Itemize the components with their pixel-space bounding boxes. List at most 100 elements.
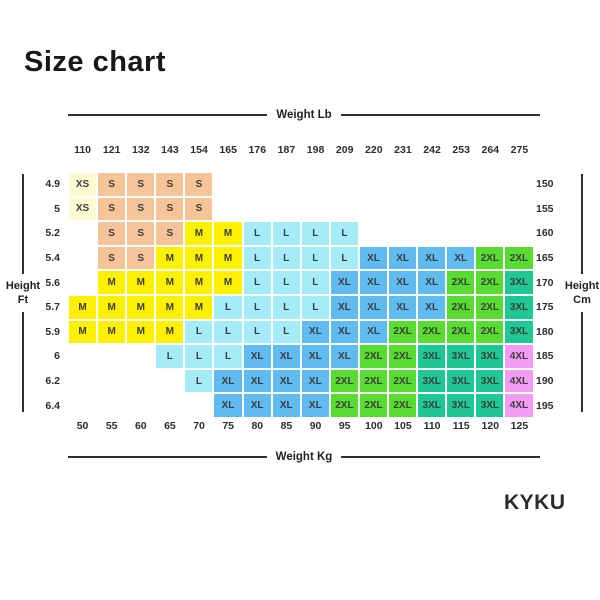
size-cell-empty [475,172,504,197]
size-cell: L [300,270,330,295]
size-cell-empty [213,197,242,222]
size-cell-empty [68,221,97,246]
weight-kg-tick: 50 [76,420,89,432]
size-cell: XL [417,245,447,271]
size-cell: 3XL [504,294,534,320]
size-cell: 4XL [504,368,534,394]
size-cell: XL [358,245,389,271]
size-cell: XL [271,344,301,369]
weight-lb-rule-left [68,114,268,116]
size-cell: 3XL [417,344,447,369]
weight-kg-tick: 80 [251,420,264,432]
size-cell: M [126,270,156,295]
size-cell: XL [300,319,330,345]
size-cell: 2XL [446,270,476,295]
size-cell: XL [242,368,272,394]
height-cm-tick: 170 [536,276,554,289]
size-cell: L [271,245,301,271]
height-cm-tick: 195 [536,399,554,412]
weight-kg-rule-right [341,456,540,458]
weight-lb-tick: 132 [132,144,150,156]
size-cell: S [97,245,127,271]
size-cell-empty [417,221,446,246]
size-cell-empty [446,221,475,246]
height-cm-label: Height Cm [564,279,600,306]
size-cell: 2XL [388,344,418,369]
weight-kg-tick: 90 [309,420,322,432]
size-cell: 2XL [329,393,359,418]
size-cell-empty [359,221,388,246]
height-ft-tick: 5.4 [45,252,60,265]
weight-lb-rule-right [340,114,540,116]
size-cell: M [68,294,98,320]
weight-kg-rule-left [68,456,267,458]
weight-lb-ticks: 110 121 132 143 154 165 176 187 198 209 220 231 242 2… [68,144,534,156]
size-cell-empty [330,197,359,222]
size-cell-empty [243,197,272,222]
size-cell-empty [68,270,97,295]
size-cell: S [155,172,185,197]
size-cell: M [97,294,127,320]
size-cell: L [271,270,301,295]
size-cell: XL [271,368,301,394]
size-cell: S [126,196,156,222]
size-cell: M [213,221,243,246]
height-cm-tick: 180 [536,325,554,338]
size-cell: XL [329,294,359,320]
size-cell-empty [359,197,388,222]
size-cell-empty [155,393,184,418]
size-cell: S [155,221,185,246]
size-cell-empty [272,197,301,222]
size-cell: 3XL [504,319,534,345]
size-cell: M [155,294,185,320]
weight-lb-tick: 110 [74,144,92,156]
weight-kg-tick: 105 [394,420,412,432]
size-cell-empty [68,393,97,418]
size-cell-empty [97,344,126,369]
size-cell: 3XL [417,368,447,394]
weight-lb-tick: 264 [481,144,500,156]
weight-lb-tick: 176 [248,144,267,156]
size-cell: S [97,221,127,246]
weight-lb-tick: 121 [102,144,121,156]
size-cell: 2XL [475,294,505,320]
height-ft-tick: 4.9 [45,178,60,191]
size-cell-empty [272,172,301,197]
size-cell-empty [68,344,97,369]
page-title: Size chart [24,46,166,78]
size-cell-empty [126,393,155,418]
weight-lb-tick: 187 [277,144,296,156]
size-cell: 3XL [446,368,476,394]
size-cell: XL [329,319,359,345]
size-cell: S [97,196,127,222]
size-cell: S [126,172,156,197]
weight-lb-tick: 220 [365,144,383,156]
height-ft-tick: 6 [54,350,60,363]
size-cell-empty [388,172,417,197]
size-cell: XS [68,196,98,222]
size-cell: XL [329,270,359,295]
size-cell-empty [243,172,272,197]
weight-lb-tick: 253 [452,144,470,156]
size-cell: XL [388,245,418,271]
height-cm-rule-top [581,174,583,274]
weight-kg-tick: 125 [510,420,529,432]
size-cell-empty [475,197,504,222]
height-ft-rule-bottom [22,312,24,412]
size-cell: 3XL [475,344,505,369]
size-cell: 3XL [446,393,476,418]
size-cell: S [184,172,214,197]
size-cell: L [242,221,272,246]
height-ft-tick: 5.9 [45,325,60,338]
size-cell: 3XL [446,344,476,369]
size-cell-empty [155,369,184,394]
height-ft-tick: 5.6 [45,276,60,289]
weight-kg-tick: 85 [280,420,293,432]
size-cell: S [184,196,214,222]
weight-kg-tick: 100 [365,420,383,432]
size-cell-empty [446,172,475,197]
weight-kg-tick: 75 [222,420,235,432]
height-ft-tick: 6.4 [45,399,60,412]
size-cell: M [213,245,243,271]
size-cell-empty [417,172,446,197]
